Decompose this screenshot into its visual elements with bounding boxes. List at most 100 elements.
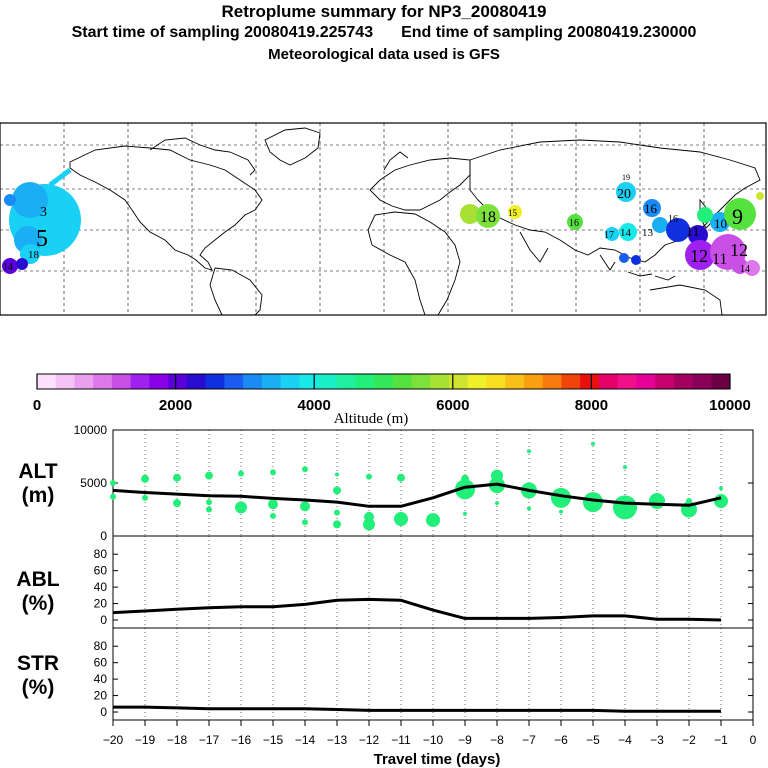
y-tick-label: 0 (100, 529, 107, 543)
colorbar-swatch (317, 374, 338, 389)
plume-blob (666, 218, 690, 242)
alt-data-point (649, 493, 665, 510)
map-frame (0, 122, 767, 316)
alt-data-point (714, 494, 728, 509)
x-tick-label: −18 (167, 733, 188, 747)
plume-blob (631, 255, 641, 265)
plume-label: 14 (740, 264, 750, 275)
alt-panel: 0 5000 10000 (74, 423, 754, 543)
plume-label: 12 (730, 240, 748, 260)
plume-label: 16 (644, 201, 658, 216)
plume-blob (744, 260, 760, 276)
alt-panel-label: ALT (18, 460, 57, 483)
colorbar-swatch (37, 374, 57, 389)
plume-blob (567, 214, 583, 230)
end-time-label: End time of sampling 20080419.230000 (401, 24, 697, 41)
alt-data-point (173, 499, 181, 508)
plume-blob (688, 225, 708, 245)
world-map: 5 3 18 14 18 15 16 20 19 17 14 13 16 11 … (0, 122, 767, 316)
abl-panel: 0 20 40 60 80 (94, 535, 754, 629)
plume-blob (619, 223, 637, 241)
plume-blob (605, 227, 619, 241)
x-tick-label: −11 (391, 733, 411, 747)
x-tick-label: −14 (295, 733, 316, 747)
y-tick-label: 60 (94, 656, 108, 670)
plume-blob (685, 240, 715, 270)
x-tick-label: −13 (327, 733, 348, 747)
x-tick-label: −8 (490, 733, 504, 747)
plume-label: 20 (617, 187, 631, 202)
colorbar-swatch (598, 374, 619, 389)
y-tick-label: 0 (100, 613, 107, 627)
alt-data-point (455, 479, 475, 500)
plume-label: 19 (622, 173, 630, 182)
plume-label: 16 (569, 218, 579, 229)
x-axis: −20 −19 −18 −17 −16 −15 −14 −13 −12 −11 −10 −9 −8 −7−… (103, 720, 757, 747)
plume-blob (508, 205, 522, 219)
plume-blob (476, 204, 500, 228)
plume-blob (652, 217, 668, 233)
alt-data-point (426, 513, 440, 528)
alt-data-point (719, 486, 723, 491)
x-tick-label: −1 (714, 733, 728, 747)
colorbar-swatch (411, 374, 431, 389)
alt-data-point (173, 473, 181, 482)
plume-blob (12, 182, 48, 218)
colorbar-swatch (168, 374, 188, 389)
y-tick-label: 20 (94, 597, 108, 611)
plume-blob (697, 207, 713, 223)
x-tick-label: 0 (750, 733, 757, 747)
y-tick-label: 10000 (74, 423, 108, 437)
alt-data-point (623, 465, 627, 470)
x-axis-label: Travel time (days) (374, 751, 501, 768)
colorbar-swatch (673, 374, 694, 389)
alt-data-point (334, 509, 340, 516)
plume-blob (724, 198, 756, 230)
x-tick-label: −9 (458, 733, 472, 747)
colorbar-swatch (224, 374, 244, 389)
alt-data-point (205, 471, 213, 480)
plume-label: 5 (36, 226, 48, 252)
altitude-colorbar: 0 2000 4000 6000 8000 10000 (33, 373, 751, 414)
alt-data-point (591, 441, 595, 446)
y-tick-label: 0 (100, 705, 107, 719)
alt-data-point (335, 472, 339, 477)
panel-frame (112, 627, 754, 721)
x-tick-label: −16 (231, 733, 252, 747)
plume-blob (619, 253, 629, 263)
str-panel-label: STR (17, 652, 59, 675)
plume-label: 18 (28, 249, 40, 261)
alt-data-point (363, 518, 375, 531)
alt-data-point (270, 512, 276, 519)
x-tick-label: −2 (682, 733, 696, 747)
y-tick-label: 80 (94, 639, 108, 653)
chart-title: Retroplume summary for NP3_20080419 (221, 2, 547, 21)
colorbar-swatch (280, 374, 300, 389)
colorbar-swatch (486, 374, 506, 389)
colorbar-swatch (655, 374, 675, 389)
colorbar-swatch (542, 374, 562, 389)
str-series-line (113, 705, 721, 713)
colorbar-swatch (205, 374, 225, 389)
colorbar-swatch (580, 374, 600, 389)
x-tick-label: −4 (618, 733, 632, 747)
alt-data-point (300, 501, 310, 512)
x-tick-label: −20 (103, 733, 124, 747)
alt-data-point (366, 473, 372, 480)
alt-series-line (112, 482, 722, 508)
colorbar-label: Altitude (m) (334, 411, 409, 427)
plume-label: 12 (690, 246, 708, 266)
alt-data-point (613, 495, 637, 520)
x-tick-label: −15 (263, 733, 284, 747)
colorbar-swatch (261, 374, 281, 389)
colorbar-tick-label: 0 (33, 397, 41, 414)
panel-frame (112, 535, 754, 629)
start-time-label: Start time of sampling 20080419.225743 (71, 24, 374, 41)
x-tick-label: −19 (135, 733, 156, 747)
alt-panel-unit: (m) (22, 484, 55, 507)
x-tick-label: −3 (650, 733, 664, 747)
colorbar-tick-label: 2000 (159, 397, 192, 414)
alt-data-point (110, 480, 116, 486)
plume-label: 3 (40, 205, 47, 220)
